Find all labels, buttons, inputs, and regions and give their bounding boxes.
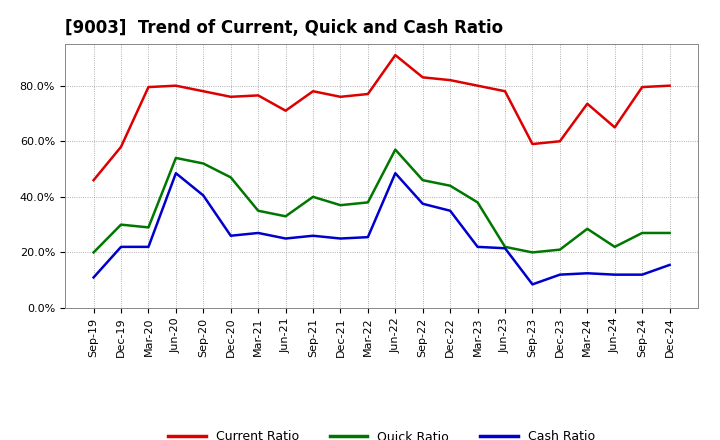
- Quick Ratio: [336, 202, 345, 208]
- Current Ratio: [254, 93, 263, 98]
- Current Ratio: [226, 94, 235, 99]
- Current Ratio: [528, 141, 537, 147]
- Current Ratio: [611, 125, 619, 130]
- Current Ratio: [500, 88, 509, 94]
- Current Ratio: [556, 139, 564, 144]
- Cash Ratio: [528, 282, 537, 287]
- Current Ratio: [89, 177, 98, 183]
- Current Ratio: [199, 88, 207, 94]
- Cash Ratio: [500, 246, 509, 251]
- Current Ratio: [336, 94, 345, 99]
- Quick Ratio: [500, 244, 509, 249]
- Cash Ratio: [89, 275, 98, 280]
- Current Ratio: [391, 52, 400, 58]
- Cash Ratio: [638, 272, 647, 277]
- Current Ratio: [665, 83, 674, 88]
- Cash Ratio: [583, 271, 592, 276]
- Quick Ratio: [364, 200, 372, 205]
- Quick Ratio: [199, 161, 207, 166]
- Legend: Current Ratio, Quick Ratio, Cash Ratio: Current Ratio, Quick Ratio, Cash Ratio: [163, 425, 600, 440]
- Current Ratio: [309, 88, 318, 94]
- Cash Ratio: [117, 244, 125, 249]
- Quick Ratio: [446, 183, 454, 188]
- Current Ratio: [473, 83, 482, 88]
- Current Ratio: [171, 83, 180, 88]
- Current Ratio: [638, 84, 647, 90]
- Cash Ratio: [391, 171, 400, 176]
- Cash Ratio: [144, 244, 153, 249]
- Cash Ratio: [171, 171, 180, 176]
- Line: Current Ratio: Current Ratio: [94, 55, 670, 180]
- Quick Ratio: [556, 247, 564, 252]
- Quick Ratio: [89, 250, 98, 255]
- Quick Ratio: [391, 147, 400, 152]
- Current Ratio: [282, 108, 290, 114]
- Cash Ratio: [226, 233, 235, 238]
- Quick Ratio: [418, 177, 427, 183]
- Cash Ratio: [473, 244, 482, 249]
- Cash Ratio: [309, 233, 318, 238]
- Quick Ratio: [282, 214, 290, 219]
- Quick Ratio: [665, 230, 674, 235]
- Current Ratio: [364, 92, 372, 97]
- Line: Quick Ratio: Quick Ratio: [94, 150, 670, 253]
- Current Ratio: [583, 101, 592, 106]
- Cash Ratio: [418, 201, 427, 206]
- Quick Ratio: [528, 250, 537, 255]
- Line: Cash Ratio: Cash Ratio: [94, 173, 670, 284]
- Current Ratio: [144, 84, 153, 90]
- Current Ratio: [117, 144, 125, 150]
- Quick Ratio: [611, 244, 619, 249]
- Cash Ratio: [282, 236, 290, 241]
- Cash Ratio: [336, 236, 345, 241]
- Current Ratio: [418, 75, 427, 80]
- Cash Ratio: [665, 262, 674, 268]
- Quick Ratio: [171, 155, 180, 161]
- Quick Ratio: [254, 208, 263, 213]
- Current Ratio: [446, 77, 454, 83]
- Cash Ratio: [199, 193, 207, 198]
- Cash Ratio: [446, 208, 454, 213]
- Cash Ratio: [611, 272, 619, 277]
- Quick Ratio: [144, 225, 153, 230]
- Quick Ratio: [583, 226, 592, 231]
- Quick Ratio: [473, 200, 482, 205]
- Quick Ratio: [309, 194, 318, 199]
- Text: [9003]  Trend of Current, Quick and Cash Ratio: [9003] Trend of Current, Quick and Cash …: [65, 19, 503, 37]
- Quick Ratio: [226, 175, 235, 180]
- Quick Ratio: [638, 230, 647, 235]
- Cash Ratio: [364, 235, 372, 240]
- Quick Ratio: [117, 222, 125, 227]
- Cash Ratio: [254, 230, 263, 235]
- Cash Ratio: [556, 272, 564, 277]
